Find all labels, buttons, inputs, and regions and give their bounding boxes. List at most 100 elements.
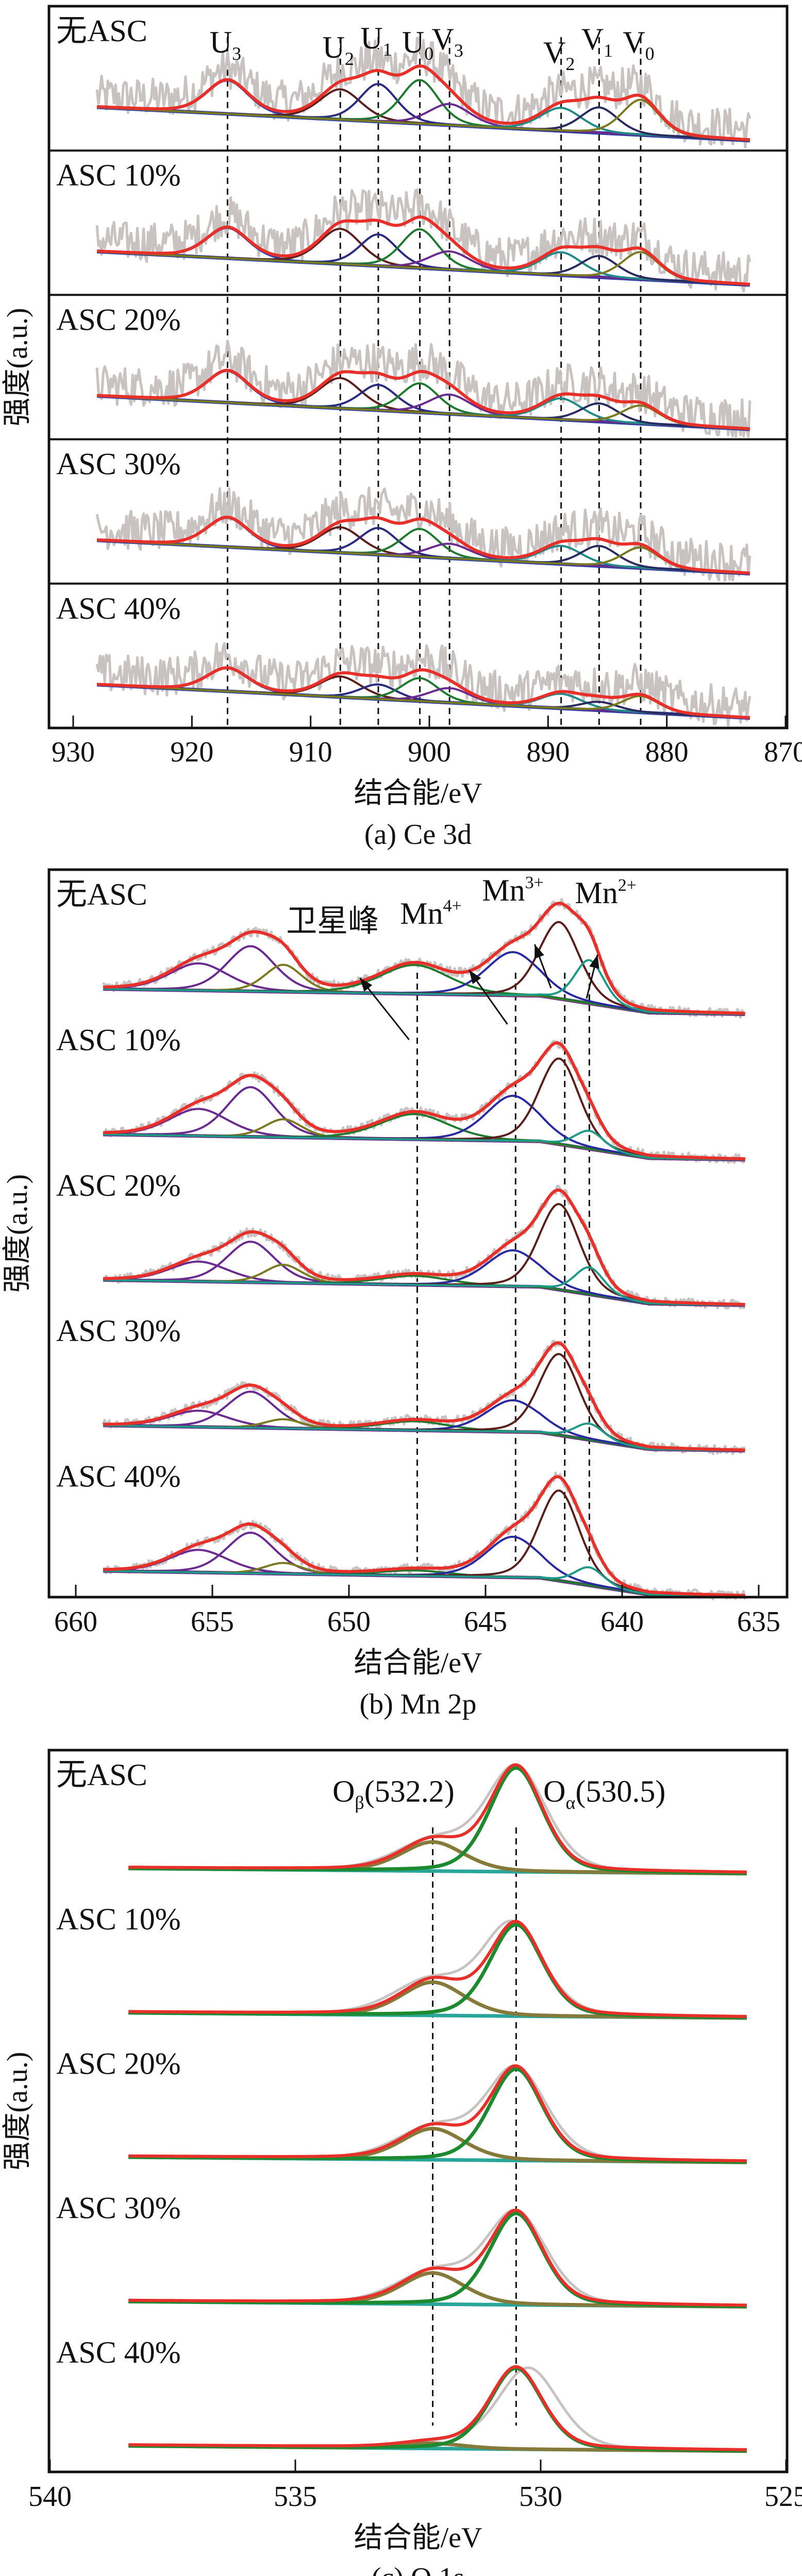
- fit-envelope-line: [96, 666, 750, 719]
- x-tick-label: 880: [645, 736, 689, 768]
- fit-envelope-line: [128, 1920, 747, 2018]
- fit-envelope-line: [103, 1188, 745, 1306]
- panel-label: ASC 30%: [56, 447, 181, 481]
- x-tick-label: 535: [274, 2481, 317, 2513]
- fit-envelope-line: [128, 2064, 747, 2163]
- fit-envelope-line: [97, 64, 750, 142]
- plot-frame: [47, 1749, 789, 2473]
- chart-o1s: 无ASC ASC 10% ASC 20% ASC 30% ASC 40% 540 535 53…: [2, 1749, 802, 2576]
- panel-label: ASC 10%: [56, 158, 181, 192]
- x-tick-label: 920: [170, 736, 213, 768]
- x-tick-label: 900: [408, 736, 451, 768]
- raw-data-line: [103, 1471, 746, 1601]
- raw-data-line: [95, 189, 751, 293]
- peak-label: U3: [210, 25, 241, 64]
- x-tick-label: 530: [519, 2481, 562, 2513]
- x-tick-label: 650: [327, 1606, 371, 1638]
- x-tick-label: 930: [52, 736, 95, 768]
- panel-1: ASC 10%: [56, 1902, 747, 2020]
- peak-label: Mn4+: [400, 896, 462, 930]
- chart-ce3d: 无ASC ASC 10% ASC 20% ASC 30% ASC 40% 930 920 91…: [2, 5, 802, 851]
- y-axis-title: 强度(a.u.): [2, 1174, 34, 1293]
- peak-label: Mn2+: [575, 876, 637, 910]
- component-Mn2+: [103, 959, 745, 1015]
- panel-3: ASC 30%: [56, 1314, 746, 1455]
- fit-envelope-line: [96, 515, 750, 575]
- panel-label: 无ASC: [56, 877, 147, 911]
- peak-label: 卫星峰: [286, 904, 379, 938]
- component-Oα: [128, 2067, 747, 2164]
- raw-data-line: [128, 2064, 747, 2163]
- raw-data-line: [95, 642, 751, 727]
- peak-label: Oβ(532.2): [332, 1774, 455, 1813]
- x-tick-label: 870: [764, 736, 802, 768]
- panel-label: 无ASC: [56, 14, 147, 48]
- panel-0: 无ASC: [56, 14, 751, 149]
- fit-envelope-line: [103, 902, 745, 1015]
- component-Mn2+: [103, 1266, 745, 1307]
- x-tick-label: 655: [191, 1606, 234, 1638]
- component-V0: [96, 250, 750, 286]
- raw-data-line: [128, 2208, 747, 2308]
- chart-caption: (b) Mn 2p: [359, 1688, 476, 1720]
- x-tick-label: 635: [737, 1606, 780, 1638]
- x-axis-title: 结合能/eV: [354, 2522, 482, 2554]
- arrow-head-icon: [360, 978, 373, 992]
- panel-label: ASC 10%: [56, 1023, 181, 1057]
- peak-label: V1: [581, 22, 613, 61]
- panel-label: ASC 30%: [56, 1314, 181, 1348]
- peak-label: Mn3+: [482, 873, 544, 907]
- component-Mn2+: [103, 1566, 745, 1598]
- raw-data-line: [95, 486, 751, 582]
- component-V0: [96, 395, 750, 430]
- peak-label: V2: [543, 36, 575, 74]
- chart-caption: (c) O 1s: [372, 2562, 464, 2576]
- x-tick-label: 910: [289, 736, 332, 768]
- x-axis-title: 结合能/eV: [354, 777, 482, 809]
- component-Mn2+: [103, 1422, 745, 1452]
- panel-3: ASC 30%: [56, 447, 751, 582]
- panel-1: ASC 10%: [56, 158, 751, 293]
- raw-data-line: [102, 1340, 746, 1455]
- fit-envelope-line: [128, 2365, 747, 2451]
- component-Mn2+: [103, 1129, 745, 1161]
- y-axis-title: 强度(a.u.): [2, 2052, 34, 2170]
- arrow-head-icon: [589, 955, 599, 969]
- x-tick-label: 890: [526, 736, 570, 768]
- peak-label: V0: [623, 25, 654, 64]
- raw-data-line: [95, 37, 751, 149]
- peak-label: V3: [431, 22, 463, 61]
- panel-2: ASC 20%: [56, 302, 751, 438]
- panel-label: 无ASC: [56, 1758, 147, 1792]
- y-axis-title: 强度(a.u.): [2, 308, 34, 426]
- plot-frame: [47, 868, 789, 1599]
- panel-label: ASC 10%: [56, 1902, 181, 1936]
- panel-label: ASC 20%: [56, 1168, 181, 1202]
- chart-caption: (a) Ce 3d: [364, 819, 472, 851]
- component-Mn3+: [103, 921, 745, 1015]
- panel-label: ASC 40%: [56, 1460, 181, 1494]
- fit-envelope-line: [128, 2208, 747, 2307]
- fit-envelope-line: [97, 215, 750, 286]
- fit-envelope-line: [103, 1341, 745, 1452]
- panel-label: ASC 20%: [56, 2046, 181, 2080]
- arrow-head-icon: [469, 970, 481, 985]
- plot-frame: [47, 5, 789, 730]
- x-tick-label: 540: [28, 2481, 72, 2513]
- peak-label: Oα(530.5): [543, 1774, 665, 1813]
- component-V0: [96, 683, 750, 719]
- panel-3: ASC 30%: [56, 2191, 747, 2309]
- panel-label: ASC 20%: [56, 302, 181, 336]
- x-tick-label: 640: [600, 1606, 644, 1638]
- raw-data-line: [95, 340, 751, 438]
- component-Oα: [128, 1923, 747, 2020]
- x-tick-label: 645: [464, 1606, 507, 1638]
- x-axis-title: 结合能/eV: [354, 1647, 482, 1679]
- component-Oα: [128, 2211, 747, 2309]
- fit-envelope-line: [96, 368, 750, 431]
- panel-label: ASC 40%: [56, 2335, 181, 2369]
- x-tick-label: 525: [764, 2481, 802, 2513]
- peak-label: U2: [323, 30, 354, 69]
- x-tick-label: 660: [54, 1606, 97, 1638]
- panel-2: ASC 20%: [56, 2046, 747, 2164]
